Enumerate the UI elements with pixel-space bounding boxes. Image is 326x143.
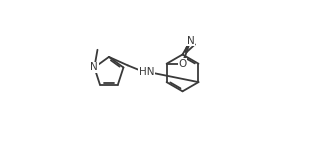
Text: N: N bbox=[91, 62, 98, 73]
Text: HN: HN bbox=[139, 67, 155, 77]
Text: N: N bbox=[186, 36, 194, 46]
Text: O: O bbox=[178, 59, 186, 69]
